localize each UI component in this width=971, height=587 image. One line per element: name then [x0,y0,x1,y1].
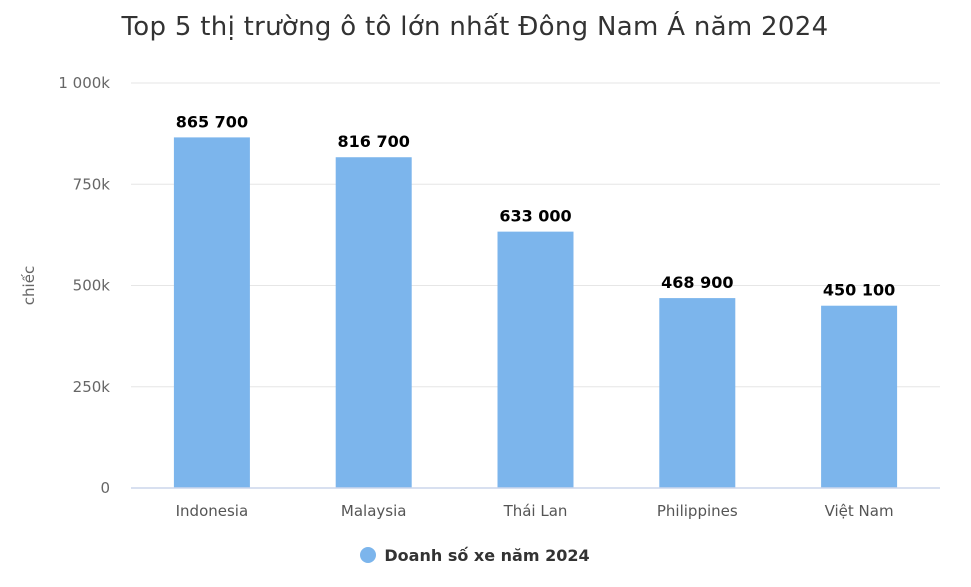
y-tick-label: 250k [73,378,111,396]
y-axis-title: chiếc [20,266,38,305]
data-label: 450 100 [823,281,895,300]
y-axis-ticks: 0 250k 500k 750k 1 000k [58,74,110,497]
data-label: 865 700 [176,112,248,131]
chart-title: Top 5 thị trường ô tô lớn nhất Đông Nam … [121,12,829,42]
x-tick-label: Việt Nam [825,502,894,520]
legend-swatch [360,547,377,563]
x-tick-label: Philippines [657,502,738,520]
bar[interactable] [497,231,574,488]
bar[interactable] [821,305,898,488]
bars [173,137,898,489]
bar[interactable] [659,298,736,488]
data-label: 468 900 [661,273,733,292]
data-label: 633 000 [499,207,571,226]
bar[interactable] [335,157,412,488]
y-tick-label: 0 [100,479,110,497]
data-label: 816 700 [338,132,410,151]
y-tick-label: 500k [73,277,111,295]
bar[interactable] [173,137,250,489]
legend[interactable]: Doanh số xe năm 2024 [0,546,950,565]
x-tick-label: Thái Lan [503,502,568,520]
x-tick-label: Malaysia [341,502,407,520]
data-labels: 865 700 816 700 633 000 468 900 450 100 [176,112,896,299]
x-tick-label: Indonesia [176,502,249,520]
y-tick-label: 750k [73,175,111,193]
legend-label: Doanh số xe năm 2024 [384,546,590,565]
y-tick-label: 1 000k [58,74,110,92]
x-axis-ticks: Indonesia Malaysia Thái Lan Philippines Việt… [176,502,894,520]
